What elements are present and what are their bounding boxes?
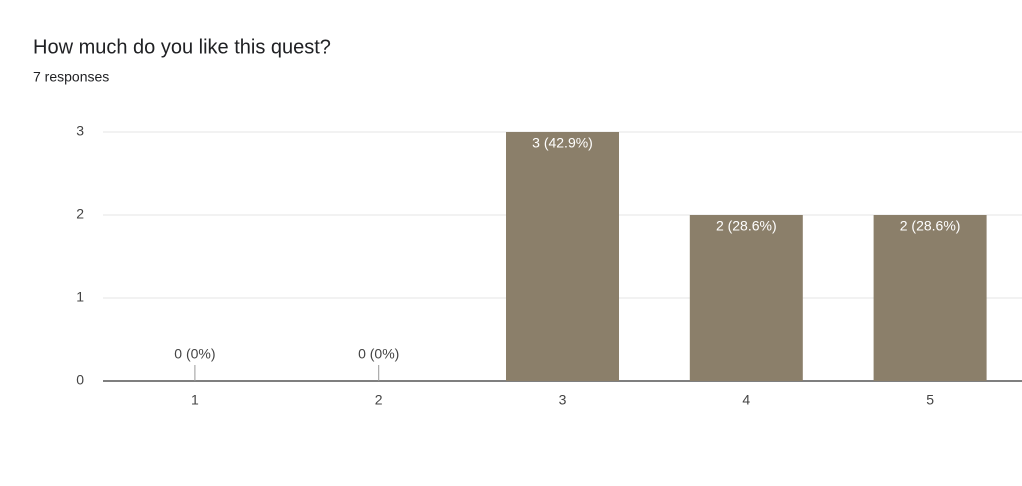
bar xyxy=(506,132,619,381)
x-tick-label: 4 xyxy=(742,392,750,408)
x-tick-label: 1 xyxy=(191,392,199,408)
bar xyxy=(873,215,987,381)
y-tick-label: 3 xyxy=(76,123,84,139)
chart-title: How much do you like this quest? xyxy=(33,36,331,58)
value-label: 2 (28.6%) xyxy=(716,218,777,234)
bar xyxy=(689,215,803,381)
value-label: 0 (0%) xyxy=(358,346,399,362)
x-tick-label: 2 xyxy=(375,392,383,408)
value-label: 3 (42.9%) xyxy=(532,135,593,151)
y-tick-label: 1 xyxy=(76,289,84,305)
y-tick-label: 0 xyxy=(76,372,84,388)
y-tick-label: 2 xyxy=(76,206,84,222)
value-label: 0 (0%) xyxy=(174,346,215,362)
x-tick-label: 5 xyxy=(926,392,934,408)
value-label: 2 (28.6%) xyxy=(900,218,961,234)
chart-subtitle: 7 responses xyxy=(33,69,109,85)
x-tick-label: 3 xyxy=(559,392,567,408)
